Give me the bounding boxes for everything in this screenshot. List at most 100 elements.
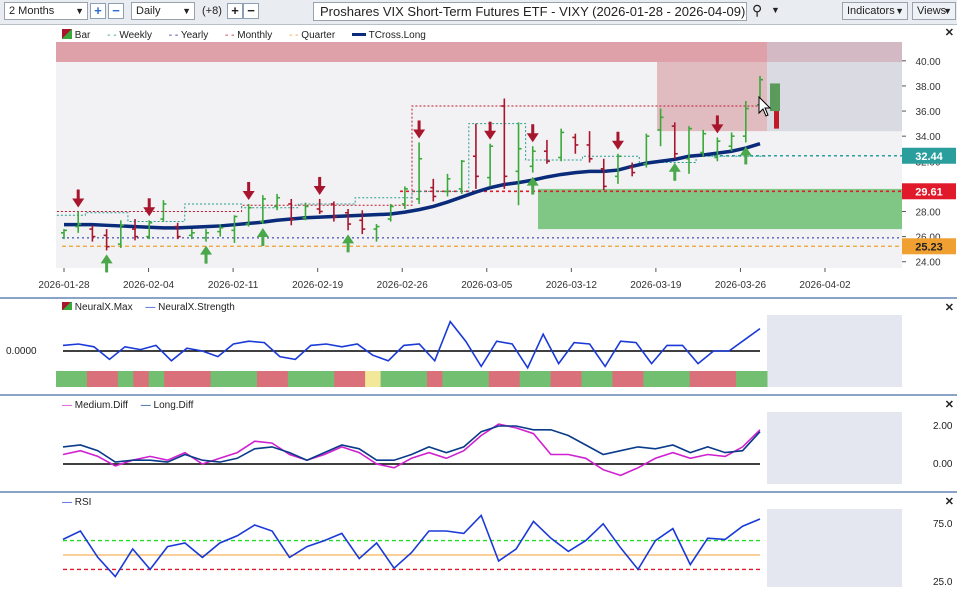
zoom-in-button[interactable]: + [90, 3, 106, 19]
x-tick-label: 2026-02-04 [123, 280, 175, 291]
up-arrow-icon [346, 242, 350, 253]
up-arrow-icon [256, 228, 269, 238]
neuralx-max-block [751, 371, 768, 387]
interval-value: Daily [136, 5, 161, 17]
neuralx-max-block [674, 371, 691, 387]
indicators-label: Indicators [847, 5, 895, 17]
neuralx-panel[interactable]: ✕ NeuralX.Max — NeuralX.Strength 0.0000 [0, 299, 957, 396]
diff-tick-top: 2.00 [933, 421, 953, 432]
resistance-zone [56, 42, 902, 62]
legend-bar: Bar [62, 29, 90, 41]
legend-tcross-long: TCross.Long [351, 30, 426, 41]
search-icon[interactable]: ⚲ [752, 2, 763, 18]
period-select[interactable]: 2 Months ▼ [4, 2, 88, 20]
search-dropdown-icon[interactable]: ▼ [771, 5, 780, 15]
forecast-area [767, 412, 902, 484]
close-icon[interactable]: ✕ [944, 496, 954, 508]
down-arrow-icon [318, 176, 322, 187]
neuralx-max-block [256, 371, 273, 387]
neuralx-max-block [457, 371, 474, 387]
neuralx-max-block [318, 371, 335, 387]
up-arrow-icon [105, 262, 109, 273]
legend-neuralx-max: NeuralX.Max [62, 302, 133, 313]
down-arrow-icon [413, 129, 426, 139]
neuralx-max-block [504, 371, 521, 387]
up-arrow-icon [668, 162, 681, 172]
price-panel[interactable]: ✕ 2026-01-28 2026-02-04 2026-02-11 2026-02-… [0, 25, 957, 299]
neuralx-max-block [596, 371, 613, 387]
signal-block-green [770, 83, 780, 112]
neuralx-max-block [720, 371, 737, 387]
neuralx-max-block [550, 371, 567, 387]
down-arrow-icon [143, 207, 156, 217]
neuralx-max-block [272, 371, 289, 387]
x-tick-label: 2026-01-28 [38, 280, 90, 291]
y-tick-label: 24.00 [915, 258, 940, 269]
neuralx-chart[interactable] [0, 299, 957, 394]
neuralx-max-block [488, 371, 505, 387]
neuralx-max-block [566, 371, 583, 387]
medium-diff-line [62, 423, 761, 477]
y-tick-label: 36.00 [915, 107, 940, 118]
forecast-zone [767, 42, 902, 132]
chart-title-field[interactable]: Proshares VIX Short-Term Futures ETF - V… [313, 2, 747, 21]
neuralx-max-block [349, 371, 366, 387]
neuralx-max-block [736, 371, 753, 387]
neuralx-max-block [71, 371, 88, 387]
down-arrow-icon [488, 121, 492, 132]
bars-offset: (+8) [202, 5, 222, 17]
rsi-panel[interactable]: ✕ — RSI 75.0 25.0 [0, 493, 957, 595]
down-arrow-icon [484, 130, 497, 140]
supply-zone [657, 62, 767, 132]
legend-medium-diff: — Medium.Diff [62, 400, 128, 411]
neuralx-max-block [689, 371, 706, 387]
neuralx-max-block [643, 371, 660, 387]
neuralx-max-block [334, 371, 351, 387]
diff-legend: — Medium.Diff — Long.Diff [62, 400, 193, 411]
up-arrow-icon [744, 154, 748, 165]
legend-neuralx-strength: — NeuralX.Strength [145, 302, 235, 313]
down-arrow-icon [147, 198, 151, 209]
price-label-badge [902, 238, 956, 255]
forecast-area [767, 315, 902, 387]
diff-chart[interactable] [0, 396, 957, 491]
mouse-cursor-icon [758, 95, 772, 117]
neuralx-max-block [86, 371, 103, 387]
views-button[interactable]: Views ▼ [912, 2, 956, 20]
price-label-badge [902, 183, 956, 200]
neuralx-max-block [164, 371, 181, 387]
close-icon[interactable]: ✕ [944, 399, 954, 411]
rsi-chart[interactable] [0, 493, 957, 595]
legend-weekly: - - Weekly [107, 30, 152, 41]
up-arrow-icon [526, 176, 539, 186]
legend-rsi: RSI [74, 497, 92, 508]
neuralx-zero-label: 0.0000 [6, 346, 37, 357]
indicators-button[interactable]: Indicators ▼ [842, 2, 908, 20]
up-arrow-icon [342, 234, 355, 244]
down-arrow-icon [526, 133, 539, 143]
legend-monthly: - - Monthly [225, 30, 273, 41]
close-icon[interactable]: ✕ [944, 302, 954, 314]
diff-tick-zero: 0.00 [933, 459, 953, 470]
up-arrow-icon [100, 254, 113, 264]
price-chart[interactable]: 2026-01-28 2026-02-04 2026-02-11 2026-02-19… [0, 25, 957, 297]
neuralx-max-block [442, 371, 459, 387]
long-diff-line [62, 425, 761, 463]
close-icon[interactable]: ✕ [944, 27, 954, 39]
zoom-out-button[interactable]: − [108, 3, 124, 19]
up-arrow-icon [739, 146, 752, 156]
down-arrow-icon [531, 124, 535, 135]
diff-panel[interactable]: ✕ — Medium.Diff — Long.Diff 2.00 0.00 [0, 396, 957, 493]
chart-title: Proshares VIX Short-Term Futures ETF - V… [320, 4, 746, 19]
up-arrow-icon [531, 184, 535, 195]
x-tick-label: 2026-04-02 [799, 280, 851, 291]
neuralx-max-block [473, 371, 490, 387]
interval-select[interactable]: Daily ▼ [131, 2, 195, 20]
add-bars-button[interactable]: + [227, 3, 243, 19]
remove-bars-button[interactable]: − [243, 3, 259, 19]
neuralx-max-block [133, 371, 150, 387]
rsi-tick-bottom: 25.0 [933, 577, 953, 588]
chevron-down-icon: ▼ [182, 6, 191, 16]
down-arrow-icon [313, 185, 326, 195]
neuralx-max-block [519, 371, 536, 387]
